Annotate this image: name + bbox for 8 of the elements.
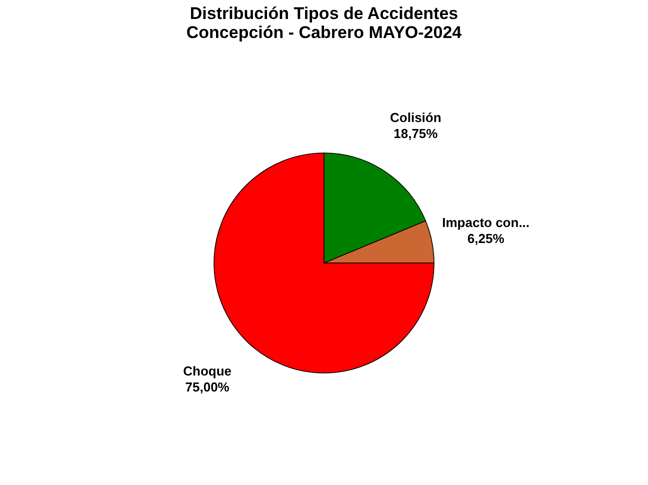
slice-label: Impacto con... (442, 214, 530, 230)
slice-label: Choque (183, 364, 232, 379)
slice-label: Colisión (390, 110, 442, 125)
text: Distribución Tipos de Accidentes (190, 4, 458, 23)
text: Concepción - Cabrero MAYO-2024 (186, 23, 462, 42)
data-label: 75,00% (185, 380, 230, 395)
data-label: 18,75% (394, 126, 438, 141)
data-label: 6,25% (467, 230, 505, 246)
